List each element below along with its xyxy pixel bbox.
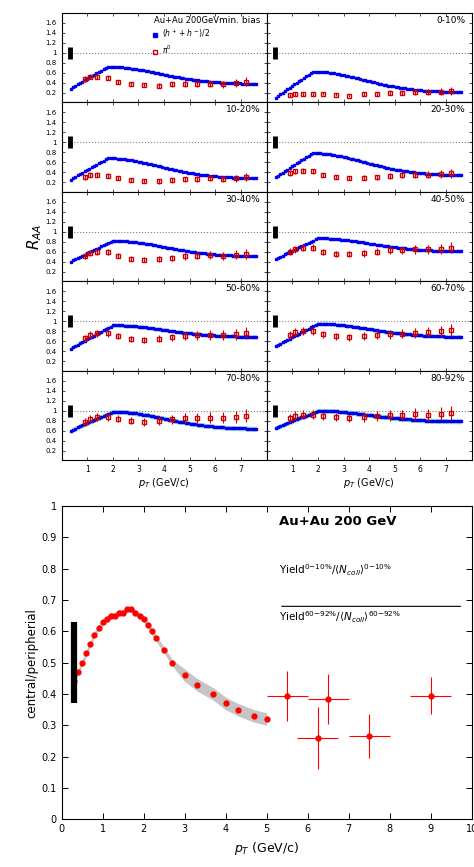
Text: 10-20%: 10-20%	[226, 105, 261, 114]
Text: Yield$^{60\mathrm{-}92\%}$/$\langle N_{coll}\rangle^{60\mathrm{-}92\%}$: Yield$^{60\mathrm{-}92\%}$/$\langle N_{c…	[279, 610, 401, 625]
Text: min. bias: min. bias	[219, 16, 261, 24]
Text: 80-92%: 80-92%	[431, 374, 465, 382]
X-axis label: $p_T$ (GeV/c): $p_T$ (GeV/c)	[344, 476, 395, 490]
Y-axis label: central/peripherial: central/peripherial	[26, 608, 38, 718]
Text: 30-40%: 30-40%	[226, 195, 261, 204]
Text: Au+Au 200 GeV: Au+Au 200 GeV	[279, 516, 396, 529]
Text: 50-60%: 50-60%	[226, 284, 261, 293]
Legend: $(h^++h^-)/2$, $\pi^0$: $(h^++h^-)/2$, $\pi^0$	[152, 28, 210, 56]
Text: 70-80%: 70-80%	[226, 374, 261, 382]
X-axis label: $p_T$ (GeV/c): $p_T$ (GeV/c)	[138, 476, 190, 490]
Text: 20-30%: 20-30%	[431, 105, 465, 114]
Text: 40-50%: 40-50%	[431, 195, 465, 204]
X-axis label: $p_T$ (GeV/c): $p_T$ (GeV/c)	[234, 840, 299, 857]
Text: Au+Au 200GeV: Au+Au 200GeV	[154, 16, 219, 24]
Text: 0-10%: 0-10%	[437, 16, 465, 24]
Text: Yield$^{0\mathrm{-}10\%}$/$\langle N_{coll}\rangle^{0\mathrm{-}10\%}$: Yield$^{0\mathrm{-}10\%}$/$\langle N_{co…	[279, 563, 392, 578]
Text: 60-70%: 60-70%	[430, 284, 465, 293]
Y-axis label: $R_{AA}$: $R_{AA}$	[26, 224, 44, 250]
